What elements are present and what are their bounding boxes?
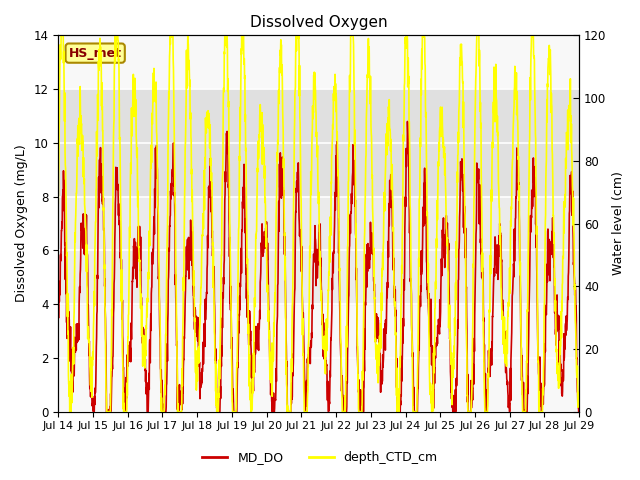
- Bar: [58, 89, 579, 197]
- Y-axis label: Dissolved Oxygen (mg/L): Dissolved Oxygen (mg/L): [15, 144, 28, 302]
- Text: HS_met: HS_met: [68, 47, 122, 60]
- Legend: MD_DO, depth_CTD_cm: MD_DO, depth_CTD_cm: [197, 446, 443, 469]
- Bar: [58, 197, 579, 304]
- Y-axis label: Water level (cm): Water level (cm): [612, 171, 625, 276]
- Title: Dissolved Oxygen: Dissolved Oxygen: [250, 15, 388, 30]
